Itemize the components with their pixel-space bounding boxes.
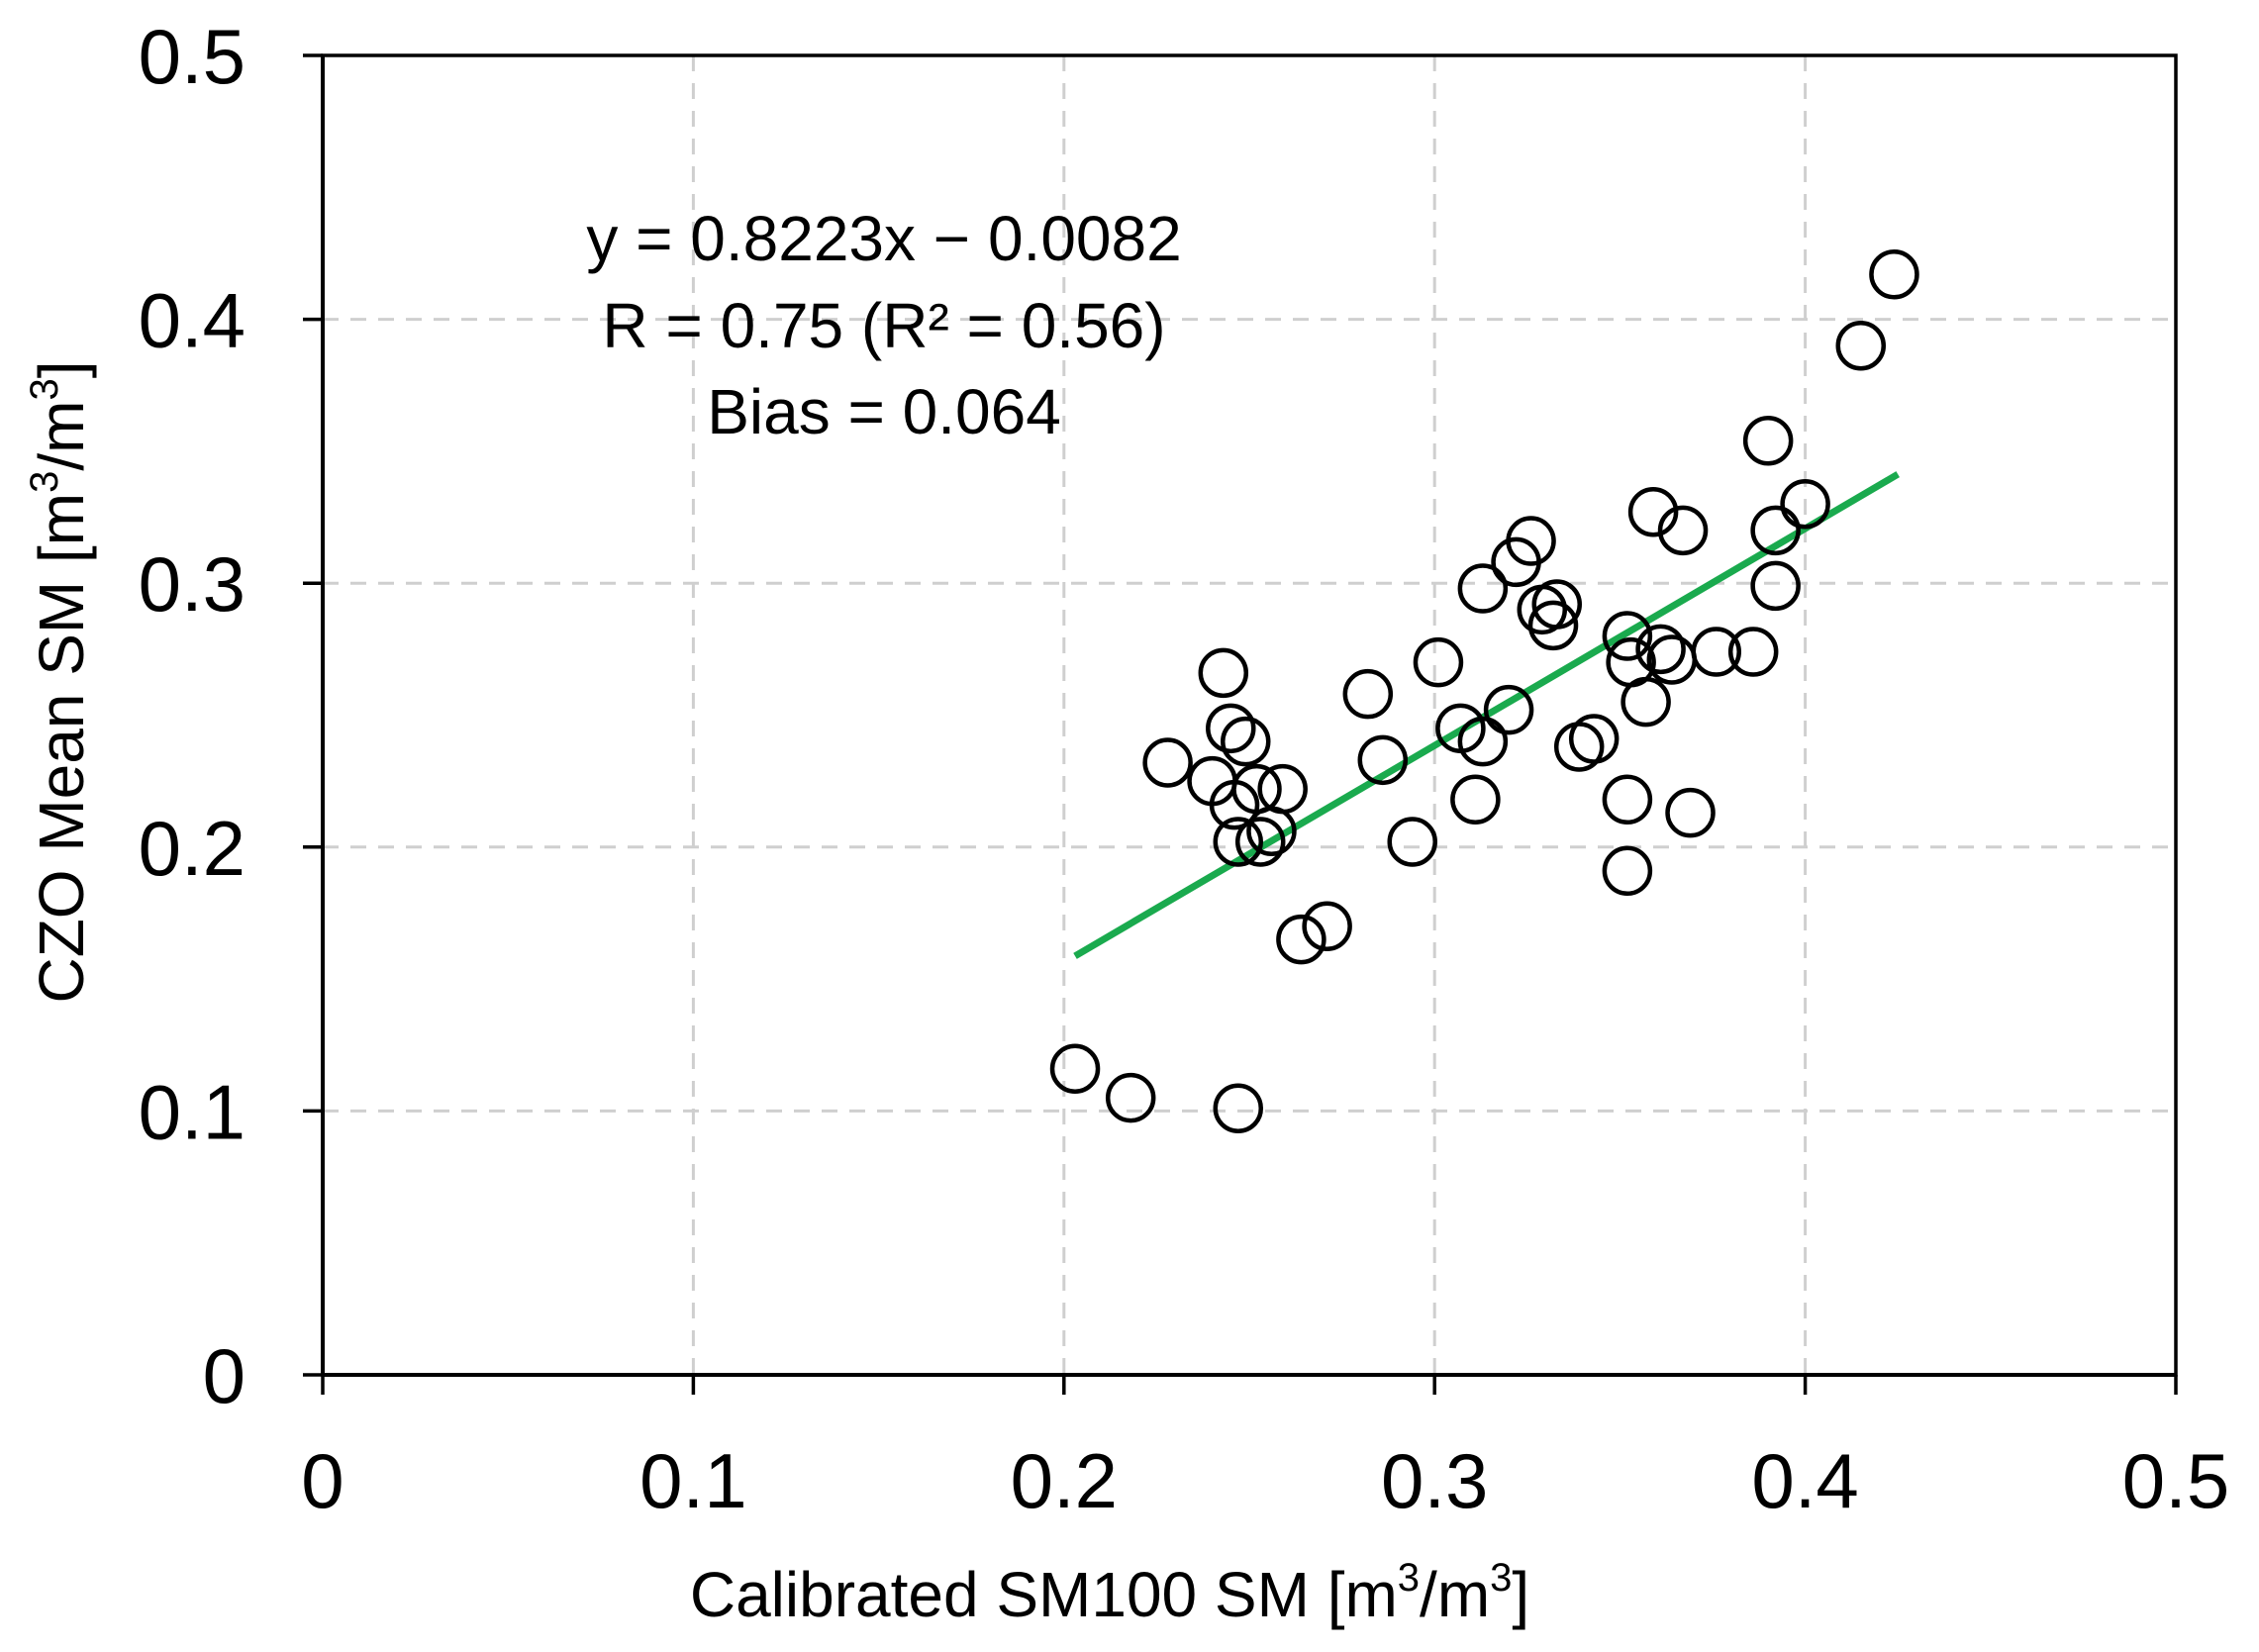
equation-annotation: y = 0.8223x − 0.0082 [586,203,1181,274]
data-point [1413,636,1464,688]
data-point [1105,1072,1156,1123]
data-point [1483,684,1534,735]
data-point [1780,478,1830,530]
x-tick-label: 0 [301,1437,344,1524]
data-point [1450,774,1501,826]
data-point [1198,647,1249,699]
data-point [1234,817,1286,867]
x-tick-label: 0.5 [2122,1437,2229,1524]
data-point [1457,563,1509,614]
y-tick-label: 0.3 [139,540,246,628]
data-point [1691,627,1741,677]
data-point [1635,624,1686,675]
data-point [1602,611,1653,661]
data-points [1049,249,1919,1133]
data-point [1387,817,1437,867]
data-point [1568,714,1620,764]
x-tick-label: 0.4 [1751,1437,1858,1524]
data-point [1302,901,1352,952]
data-point [1049,1043,1101,1094]
y-tick-label: 0.4 [139,277,246,364]
y-tick-label: 0.5 [139,13,246,100]
tick-labels: 0 0.1 0.2 0.3 0.4 0.5 0 0.1 0.2 0.3 0.4 0.5 [139,13,2230,1524]
correlation-annotation: R = 0.75 (R² = 0.56) [602,290,1165,361]
data-point [1213,1083,1264,1133]
axes [303,53,2178,1395]
data-point [1257,763,1308,815]
x-tick-label: 0.1 [639,1437,746,1524]
data-point [1342,668,1394,720]
y-tick-label: 0.2 [139,805,246,892]
data-point [1750,560,1801,612]
data-point [1357,734,1409,786]
data-point [1621,676,1671,728]
data-point [1602,845,1653,897]
data-point [1221,716,1271,767]
data-point [1206,703,1256,754]
x-axis-title: Calibrated SM100 SM [m3/m3] [690,1556,1529,1630]
data-point [1276,914,1326,965]
y-tick-label: 0.1 [139,1068,246,1155]
data-point [1213,817,1264,867]
bias-annotation: Bias = 0.064 [707,376,1061,447]
y-tick-label: 0 [203,1332,246,1419]
data-point [1602,774,1653,826]
data-point [1506,516,1556,566]
data-point [1750,505,1801,556]
data-point [1742,415,1794,466]
data-point [1657,505,1709,556]
data-point [1531,579,1583,630]
data-point [1665,787,1716,838]
data-point [1869,249,1919,300]
grid-lines [323,55,2176,1375]
x-tick-label: 0.2 [1011,1437,1118,1524]
data-point [1727,627,1779,677]
data-point [1527,600,1579,651]
data-point [1142,737,1193,788]
data-point [1457,716,1509,767]
data-point [1627,486,1679,537]
y-axis-title: CZO Mean SM [m3/m3] [23,361,97,1004]
x-tick-label: 0.3 [1381,1437,1488,1524]
data-point [1835,321,1887,371]
